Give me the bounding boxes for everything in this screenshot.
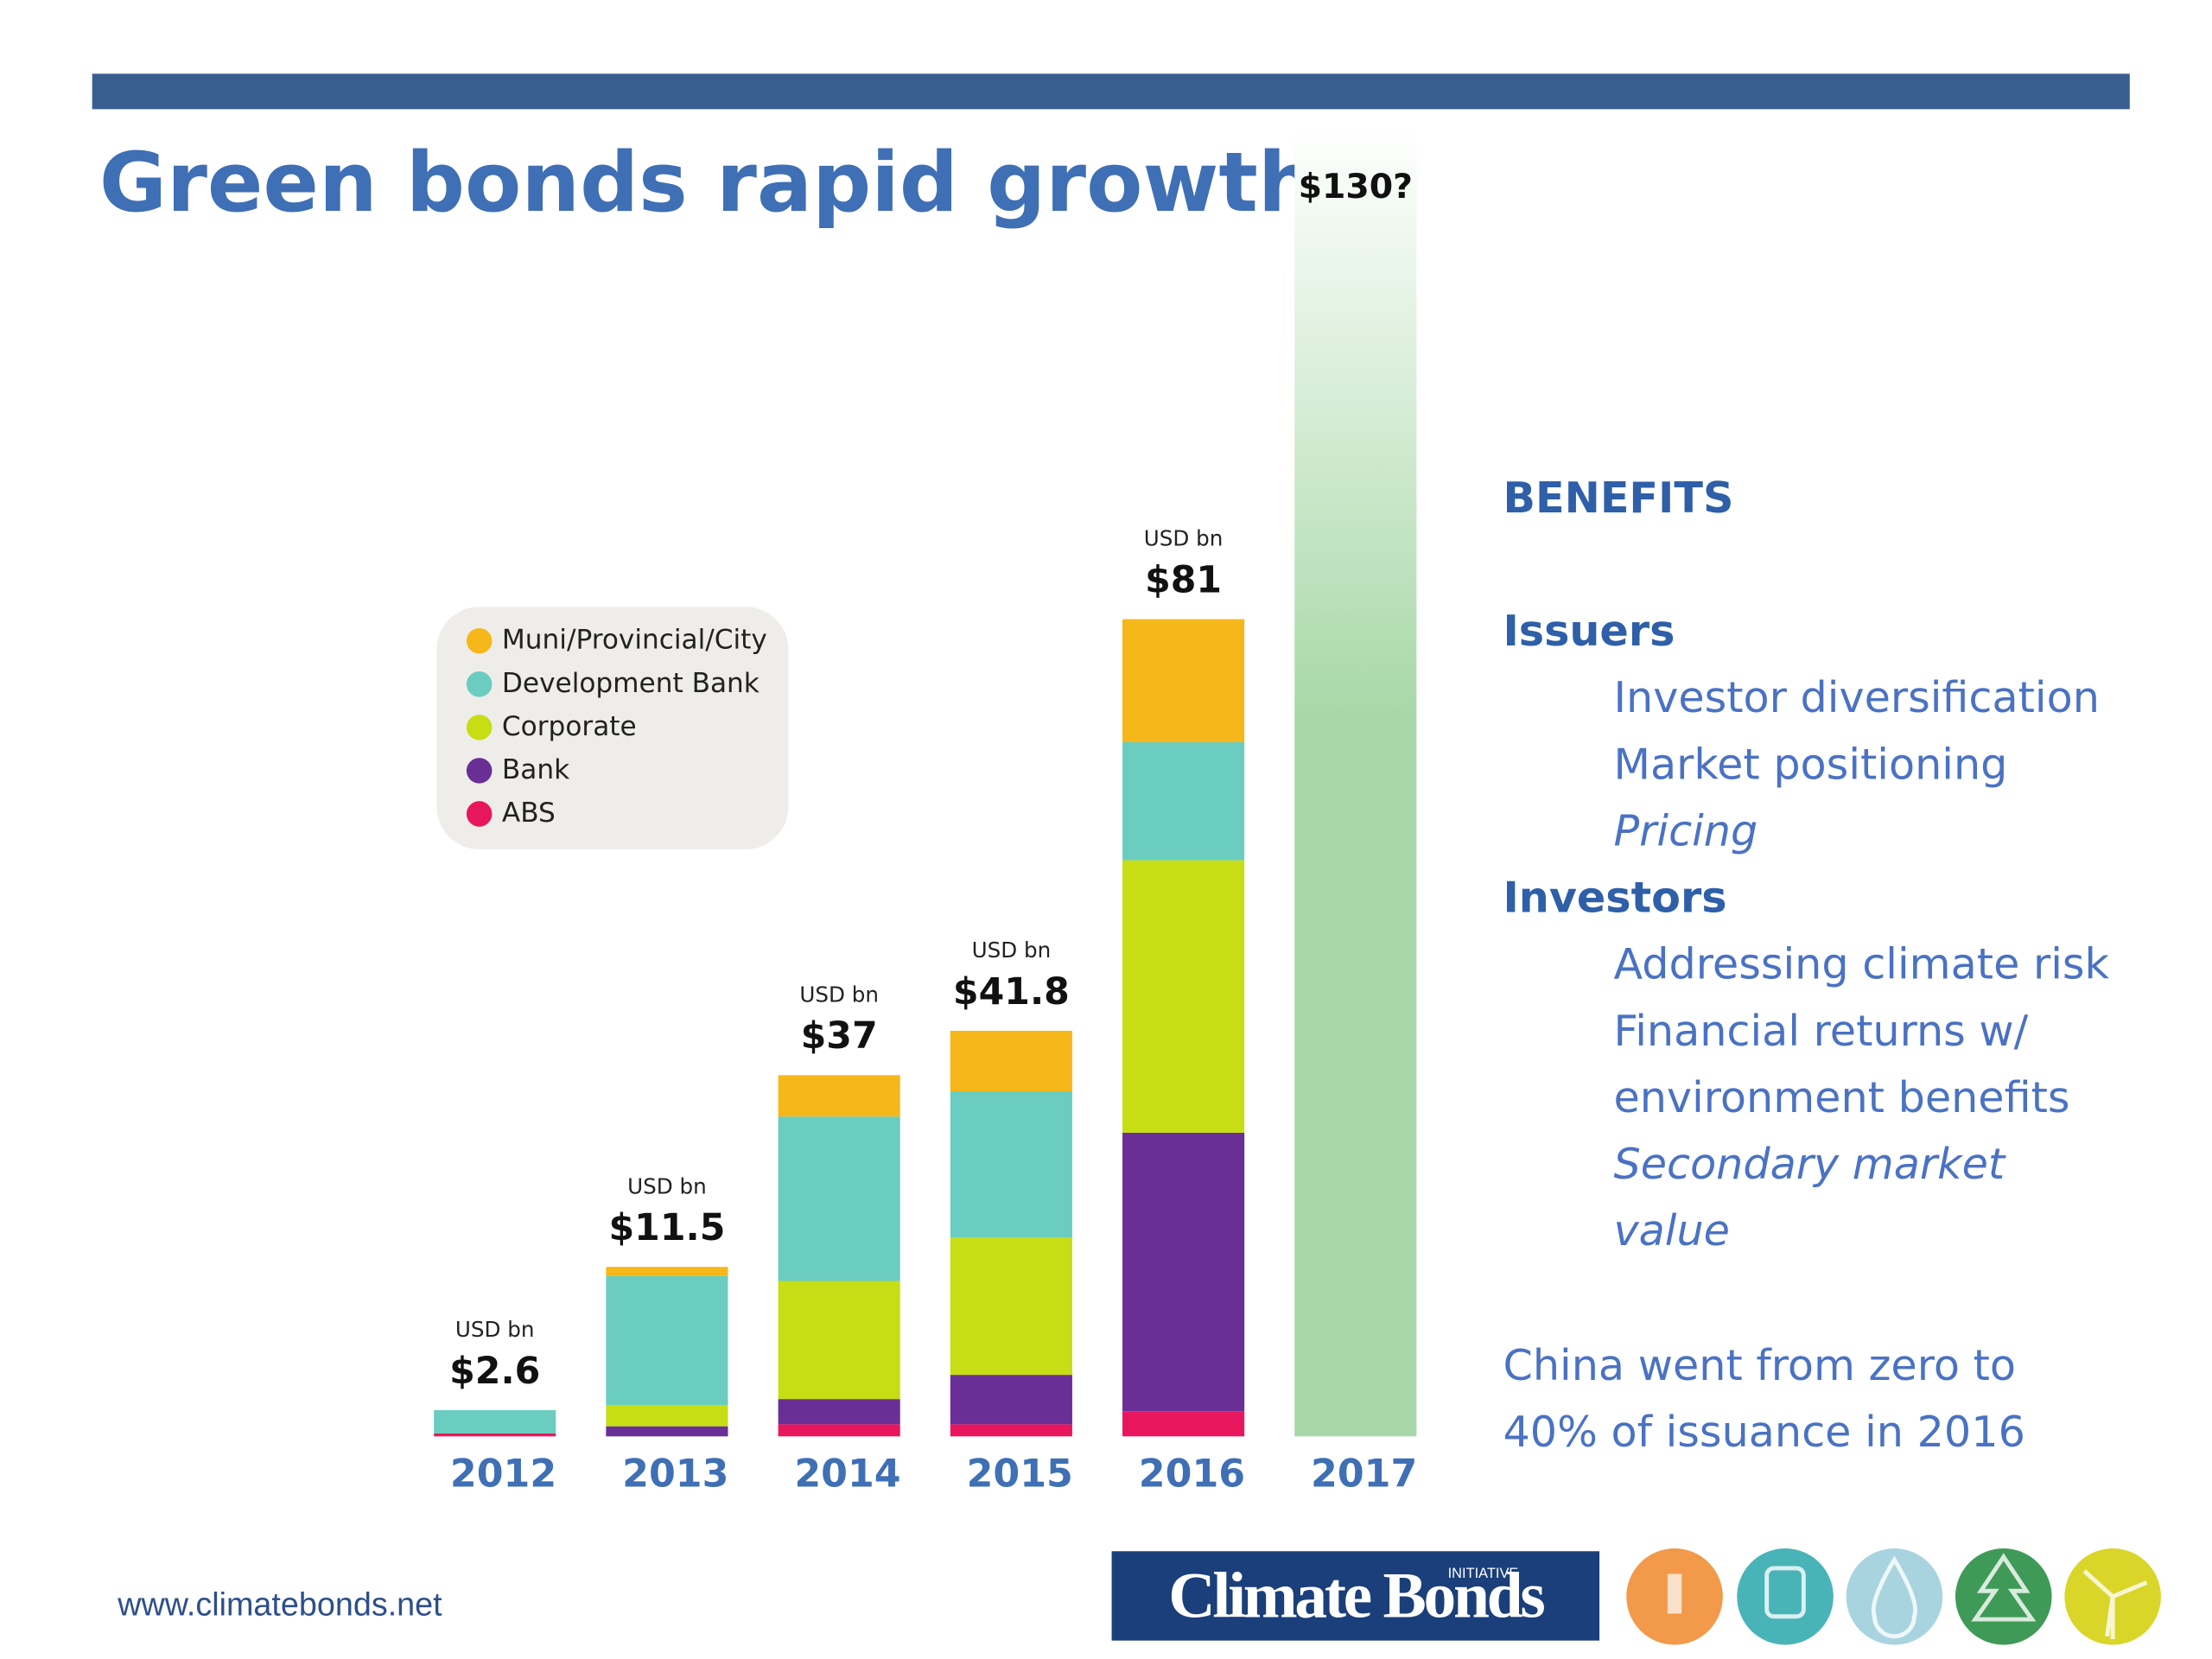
icon-glyph [1764, 1566, 1806, 1619]
bar-segment [778, 1116, 900, 1281]
unit-label: USD bn [455, 1317, 535, 1342]
chart: 2012 $2.6 USD bn 2013 $11.5 USD bn 2014 $37 USD … [434, 124, 1417, 1496]
bar-segment [606, 1405, 728, 1427]
x-tick-label: 2014 [794, 1452, 900, 1496]
bar-segment [1122, 619, 1245, 743]
unit-label: USD bn [627, 1173, 707, 1198]
legend-box [436, 607, 789, 849]
x-tick-label: 2012 [450, 1452, 556, 1496]
group-item: Investor diversification [1613, 672, 2099, 722]
bar-segment [950, 1091, 1072, 1238]
legend-label: Bank [502, 754, 569, 785]
icon-glyph [1667, 1573, 1682, 1614]
legend-label: Muni/Provincial/City [502, 625, 767, 656]
logo-sub: INITIATIVE [1448, 1566, 1519, 1581]
legend-swatch [466, 801, 493, 827]
x-tick-label: 2016 [1139, 1452, 1245, 1496]
icon-tree [1955, 1548, 2052, 1645]
icon-water [1846, 1548, 1943, 1645]
bar-segment [778, 1281, 900, 1400]
legend-swatch [466, 671, 493, 697]
unit-label: USD bn [799, 982, 879, 1007]
icon-glyph [1971, 1553, 2037, 1622]
total-label: $41.8 [953, 970, 1070, 1014]
note-line: 40% of issuance in 2016 [1503, 1407, 2024, 1457]
bar-segment [778, 1075, 900, 1117]
unit-label: USD bn [1144, 526, 1224, 551]
icon-bus [1737, 1548, 1834, 1645]
footer-url: www.climatebonds.net [117, 1586, 442, 1622]
total-label: $37 [801, 1014, 878, 1058]
group-title: Investors [1503, 873, 1726, 923]
bar-segment [950, 1237, 1072, 1376]
total-label: $130? [1299, 167, 1413, 207]
legend-swatch [466, 715, 493, 741]
bar-segment [1122, 1411, 1245, 1437]
bar-segment [950, 1030, 1072, 1092]
logo-text: Climate Bonds [1168, 1560, 1544, 1632]
legend-label: Corporate [502, 711, 637, 742]
bar-segment [778, 1399, 900, 1425]
legend-label: Development Bank [502, 668, 760, 699]
chart-title: Green bonds rapid growth [99, 136, 1317, 231]
group-item: environment benefits [1613, 1072, 2069, 1122]
bar-segment [950, 1375, 1072, 1425]
logo-box [1111, 1551, 1600, 1641]
bar-segment [434, 1410, 556, 1433]
bar-segment [950, 1424, 1072, 1437]
projection-bar [1294, 124, 1417, 1437]
bar-segment [1122, 742, 1245, 861]
bar-segment [606, 1275, 728, 1406]
total-label: $11.5 [608, 1206, 725, 1249]
bar-segment [606, 1267, 728, 1276]
x-tick-label: 2017 [1311, 1452, 1417, 1496]
bar-segment [778, 1424, 900, 1437]
unit-label: USD bn [972, 938, 1052, 963]
bar-segment [434, 1433, 556, 1437]
legend-label: ABS [502, 798, 556, 829]
total-label: $81 [1145, 558, 1222, 601]
legend-swatch [466, 627, 493, 654]
header-bar [92, 73, 2130, 110]
group-item: Pricing [1613, 805, 1758, 855]
icon-glyph [2082, 1569, 2148, 1640]
legend-swatch [466, 758, 493, 784]
group-title: Issuers [1503, 606, 1675, 656]
total-label: $2.6 [449, 1350, 540, 1393]
group-item: Secondary market [1613, 1139, 2005, 1189]
bar-segment [1122, 860, 1245, 1133]
panel-heading: BENEFITS [1503, 473, 1733, 523]
group-item: Addressing climate risk [1613, 939, 2109, 989]
group-item: Market positioning [1613, 739, 2007, 789]
icon-glyph [1871, 1555, 1917, 1639]
x-tick-label: 2015 [967, 1452, 1073, 1496]
bar-segment [1122, 1132, 1245, 1412]
group-item: Financial returns w/ [1613, 1006, 2028, 1056]
group-item: value [1613, 1205, 1729, 1255]
note-line: China went from zero to [1503, 1340, 2016, 1390]
bar-segment [606, 1426, 728, 1437]
x-tick-label: 2013 [622, 1452, 728, 1496]
benefits-panel: BENEFITS Issuers Investor diversification M… [1503, 473, 2109, 1457]
